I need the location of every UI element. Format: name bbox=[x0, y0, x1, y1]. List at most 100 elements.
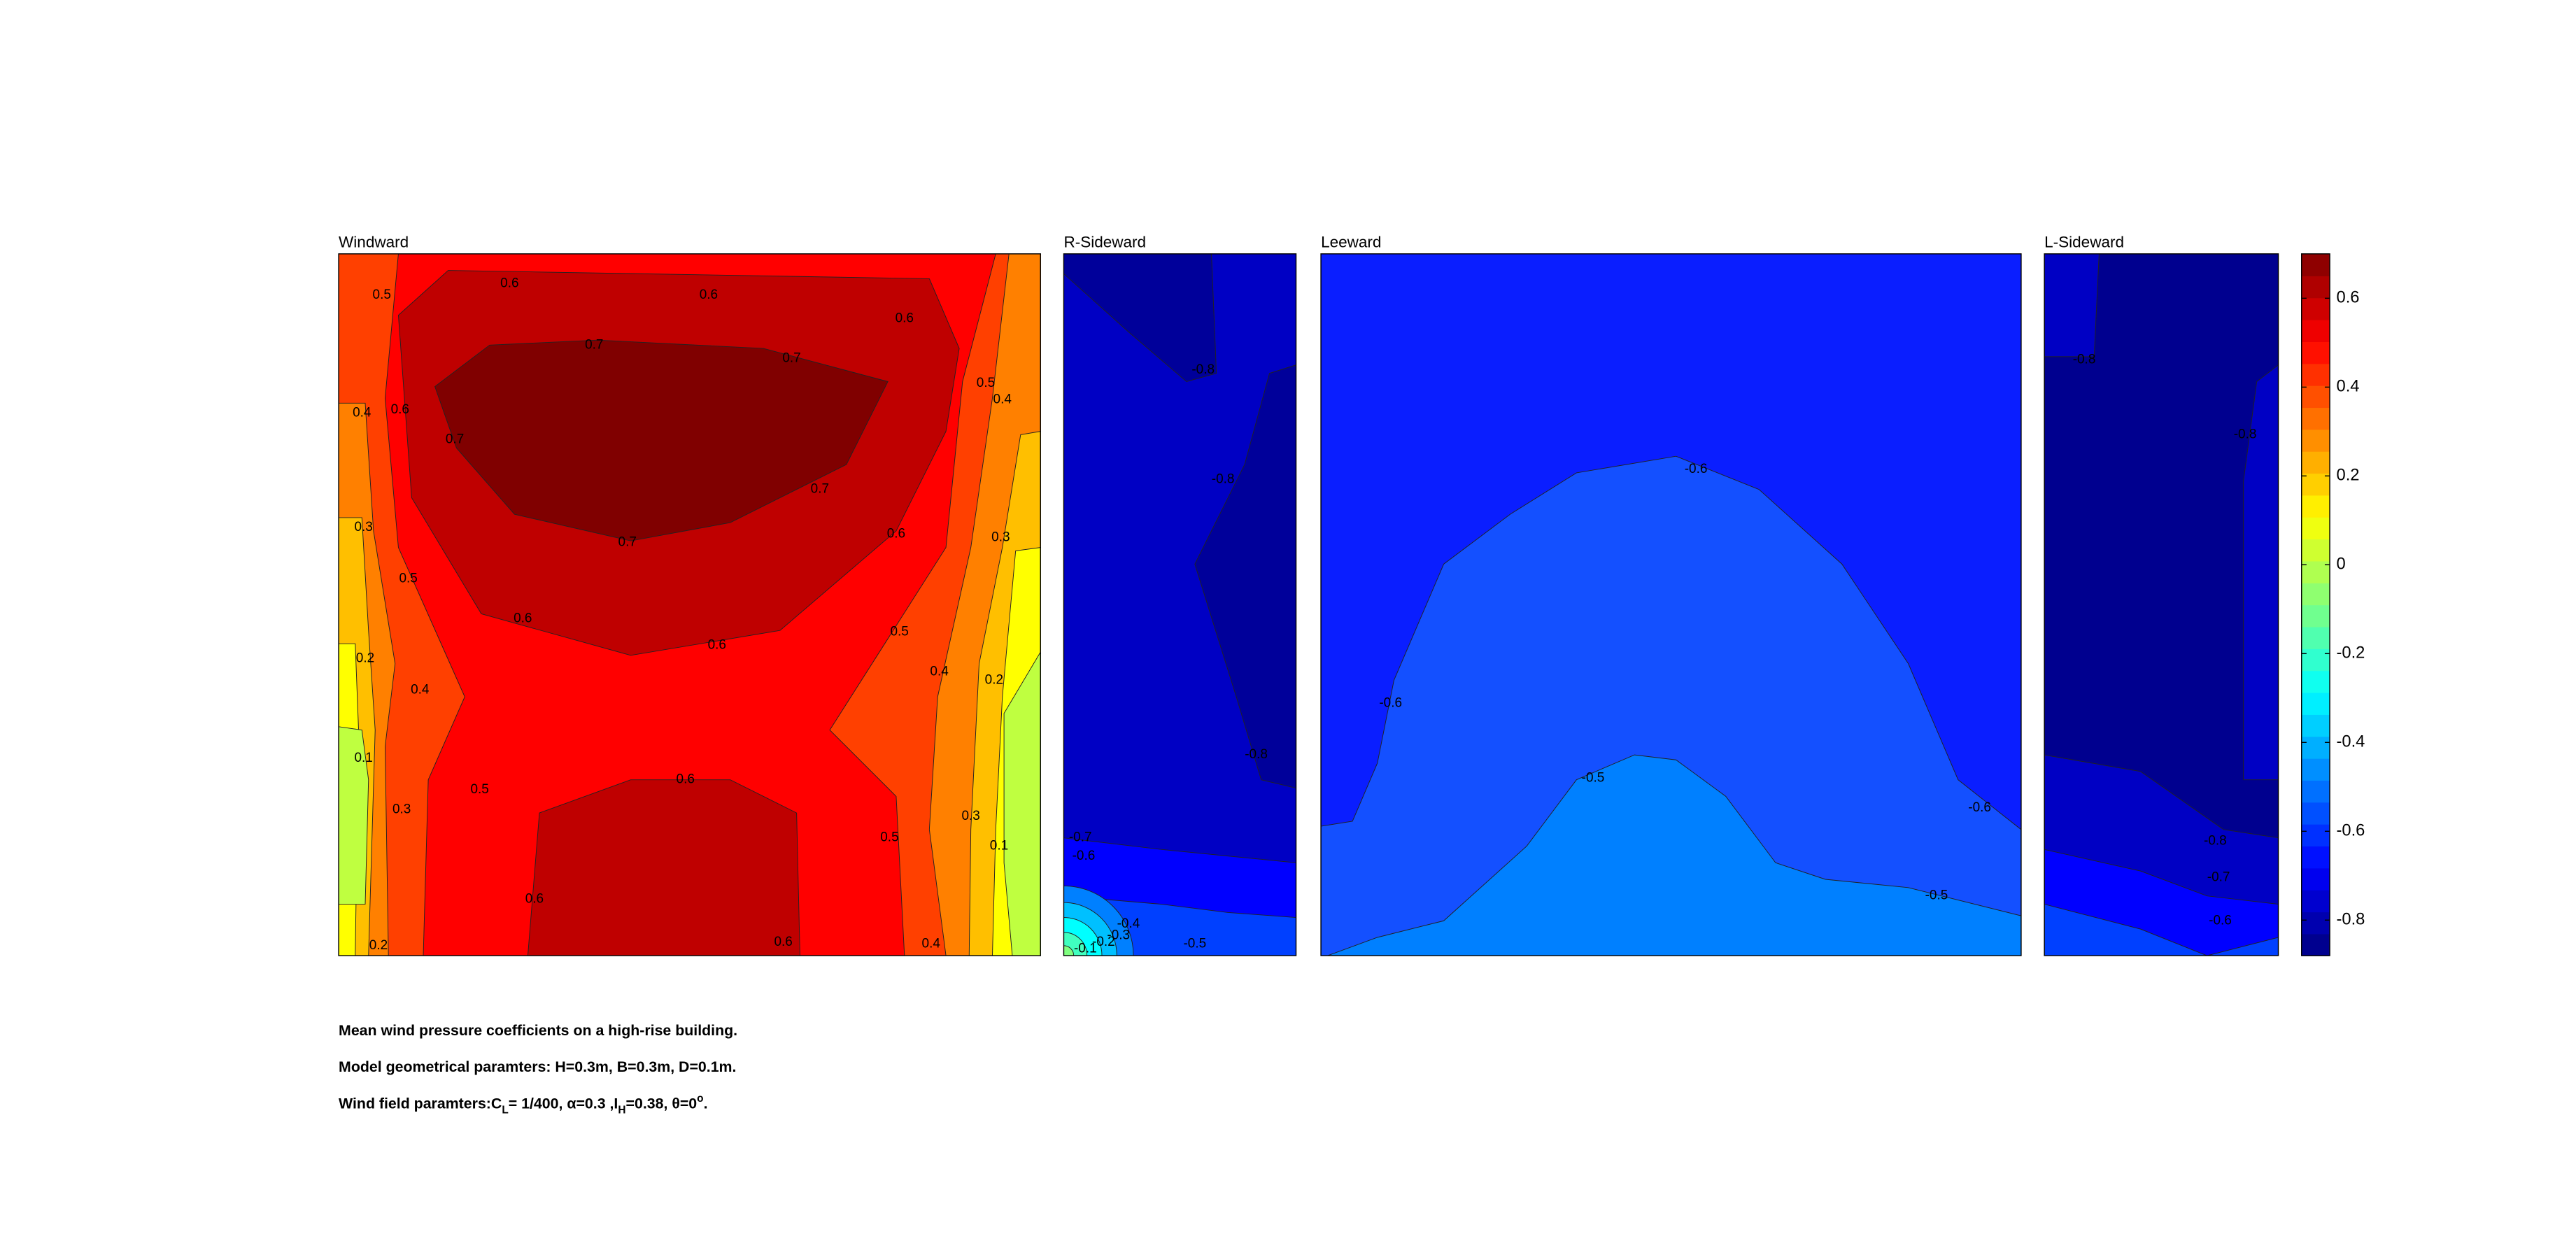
contour-region bbox=[1063, 945, 1075, 956]
colorbar-band bbox=[2301, 846, 2330, 869]
panel-title: L-Sideward bbox=[2044, 233, 2124, 250]
contour-region bbox=[1003, 651, 1041, 956]
contour-label: -0.7 bbox=[1069, 830, 1092, 845]
contour-label: 0.5 bbox=[399, 572, 417, 586]
caption-part: = 1/400, α=0.3 ,I bbox=[509, 1095, 618, 1112]
contour-label: -0.1 bbox=[1074, 942, 1097, 956]
colorbar-tick-label: 0.2 bbox=[2337, 467, 2360, 485]
contour-label: -0.8 bbox=[1212, 471, 1235, 486]
contour-region bbox=[1321, 455, 2021, 956]
colorbar-band bbox=[2301, 363, 2330, 386]
contour-label: 0.6 bbox=[700, 288, 718, 302]
contour-label: 0.5 bbox=[373, 288, 391, 302]
colorbar-frame bbox=[2301, 253, 2330, 956]
contour-label: 0.4 bbox=[993, 392, 1012, 407]
colorbar-band bbox=[2301, 517, 2330, 540]
contour-region bbox=[2243, 364, 2279, 781]
contour-label: -0.6 bbox=[1073, 849, 1096, 863]
contour-label: -0.3 bbox=[1107, 928, 1130, 943]
contour-label: -0.8 bbox=[2234, 427, 2257, 441]
colorbar-tick-label: -0.6 bbox=[2337, 822, 2365, 840]
colorbar-tick-label: -0.8 bbox=[2337, 911, 2365, 929]
caption-subscript: L bbox=[502, 1104, 508, 1116]
contour-label: 0.4 bbox=[353, 406, 371, 420]
contour-label: 0.6 bbox=[887, 527, 905, 541]
r-sideward-contours bbox=[1063, 253, 1296, 956]
colorbar-band bbox=[2301, 407, 2330, 430]
colorbar-band bbox=[2301, 823, 2330, 847]
contour-label: 0.7 bbox=[811, 482, 829, 497]
contour-label: 0.7 bbox=[585, 337, 603, 352]
colorbar-band bbox=[2301, 626, 2330, 649]
caption-line: Mean wind pressure coefficients on a hig… bbox=[339, 1022, 737, 1039]
colorbar-band bbox=[2301, 692, 2330, 715]
contour-label: 0.3 bbox=[354, 520, 372, 534]
caption-part: =0.38, θ=0 bbox=[626, 1095, 698, 1112]
colorbar-band bbox=[2301, 385, 2330, 409]
l-sideward-contours bbox=[2044, 253, 2279, 956]
axes-frame bbox=[338, 253, 1041, 956]
colorbar-band bbox=[2301, 604, 2330, 627]
colorbar-band bbox=[2301, 802, 2330, 825]
panel-title: Windward bbox=[339, 233, 409, 250]
axes-frame bbox=[2044, 253, 2279, 956]
contour-label: 0.7 bbox=[618, 535, 637, 550]
contour-label: -0.6 bbox=[1379, 696, 1402, 711]
contour-region bbox=[1194, 364, 1296, 789]
panel-title: R-Sideward bbox=[1063, 233, 1146, 250]
colorbar-band bbox=[2301, 670, 2330, 693]
contour-label: 0.6 bbox=[774, 935, 792, 949]
contour-label: -0.5 bbox=[1582, 770, 1605, 785]
contour-label: -0.5 bbox=[1925, 888, 1948, 903]
contour-region bbox=[339, 726, 369, 905]
contour-label: 0.1 bbox=[354, 751, 372, 765]
colorbar-band bbox=[2301, 560, 2330, 583]
colorbar-band bbox=[2301, 912, 2330, 935]
contour-label: 0.4 bbox=[411, 683, 429, 697]
leeward-contours bbox=[1321, 253, 2021, 956]
contour-label: 0.3 bbox=[991, 530, 1010, 544]
windward-contours bbox=[339, 253, 1041, 956]
colorbar-tick-label: 0.6 bbox=[2337, 289, 2360, 307]
caption-part: Wind field paramters:C bbox=[339, 1095, 502, 1112]
colorbar-band bbox=[2301, 495, 2330, 518]
caption-part: . bbox=[704, 1095, 708, 1112]
contour-label: 0.6 bbox=[391, 402, 409, 417]
colorbar-band bbox=[2301, 648, 2330, 672]
colorbar-band bbox=[2301, 867, 2330, 891]
contour-region bbox=[1327, 754, 2021, 956]
colorbar-band bbox=[2301, 933, 2330, 956]
contour-label: -0.6 bbox=[2209, 913, 2232, 928]
contour-label: -0.6 bbox=[1968, 800, 1991, 815]
contour-label: 0.2 bbox=[985, 672, 1003, 687]
contour-label: -0.8 bbox=[1191, 362, 1215, 377]
colorbar-band bbox=[2301, 539, 2330, 562]
colorbar-band bbox=[2301, 297, 2330, 320]
contour-label: 0.5 bbox=[977, 376, 995, 390]
contour-label: 0.6 bbox=[500, 276, 518, 291]
contour-label: 0.3 bbox=[392, 802, 411, 816]
colorbar-band bbox=[2301, 758, 2330, 781]
colorbar-tick-label: 0 bbox=[2337, 555, 2346, 574]
contour-label: 0.4 bbox=[922, 936, 940, 951]
colorbar-band bbox=[2301, 341, 2330, 364]
contour-label: 0.5 bbox=[880, 830, 898, 845]
contour-label: 0.7 bbox=[782, 350, 800, 365]
contour-region bbox=[2044, 253, 2100, 357]
caption-line: Model geometrical paramters: H=0.3m, B=0… bbox=[339, 1058, 736, 1075]
contour-region bbox=[527, 779, 800, 956]
contour-label: -0.6 bbox=[1685, 462, 1708, 476]
contour-label: 0.2 bbox=[369, 938, 388, 953]
contour-label: 0.6 bbox=[514, 611, 532, 626]
contour-label: -0.7 bbox=[2207, 870, 2230, 885]
contour-label: -0.8 bbox=[2204, 833, 2227, 848]
contour-label: 0.6 bbox=[677, 772, 695, 787]
contour-label: 0.7 bbox=[446, 432, 464, 447]
contour-label: 0.6 bbox=[708, 638, 726, 653]
caption-superscript: o bbox=[697, 1093, 703, 1105]
contour-label: 0.4 bbox=[930, 665, 948, 679]
contour-label: 0.6 bbox=[525, 891, 544, 906]
colorbar-tick-label: 0.4 bbox=[2337, 378, 2360, 396]
